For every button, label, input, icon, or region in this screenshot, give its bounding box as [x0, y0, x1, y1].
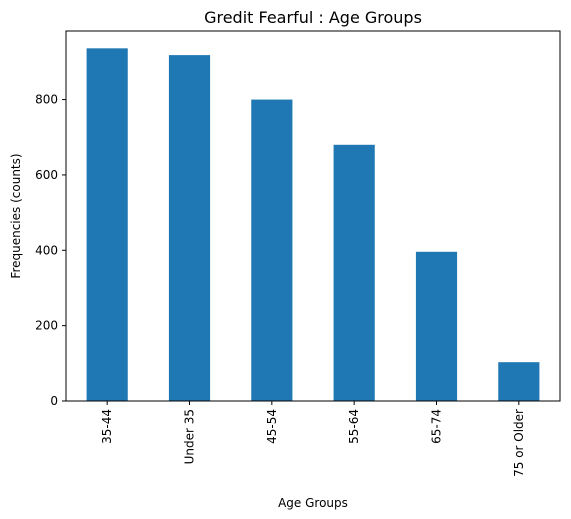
y-tick-label: 600: [35, 168, 58, 182]
bar-65-74: [415, 251, 458, 401]
bar-35-44: [86, 48, 128, 402]
x-axis-label: Age Groups: [278, 496, 348, 510]
x-tick-label: 35-44: [100, 409, 114, 444]
x-tick-label: 45-54: [265, 409, 279, 444]
x-tick-label: 75 or Older: [512, 409, 526, 477]
x-tick-label: Under 35: [183, 409, 197, 464]
x-tick-label: 55-64: [347, 409, 361, 444]
y-axis-ticks: 0 200 400 600 800: [35, 93, 66, 408]
y-tick-label: 400: [35, 243, 58, 257]
bar-75-or-older: [498, 362, 540, 401]
y-tick-label: 0: [50, 394, 58, 408]
bar-45-54: [251, 99, 293, 401]
bar-55-64: [333, 144, 375, 401]
bars-group: [86, 48, 540, 402]
y-tick-label: 200: [35, 319, 58, 333]
y-axis-label: Frequencies (counts): [9, 153, 23, 278]
plot-frame: [65, 30, 561, 402]
x-tick-label: 65-74: [430, 409, 444, 444]
chart-title: Gredit Fearful : Age Groups: [204, 8, 422, 27]
x-axis-ticks: 35-44 Under 35 45-54 55-64 65-74 75 or Older: [100, 401, 526, 477]
bar-under-35: [168, 55, 211, 402]
y-tick-label: 800: [35, 93, 58, 107]
